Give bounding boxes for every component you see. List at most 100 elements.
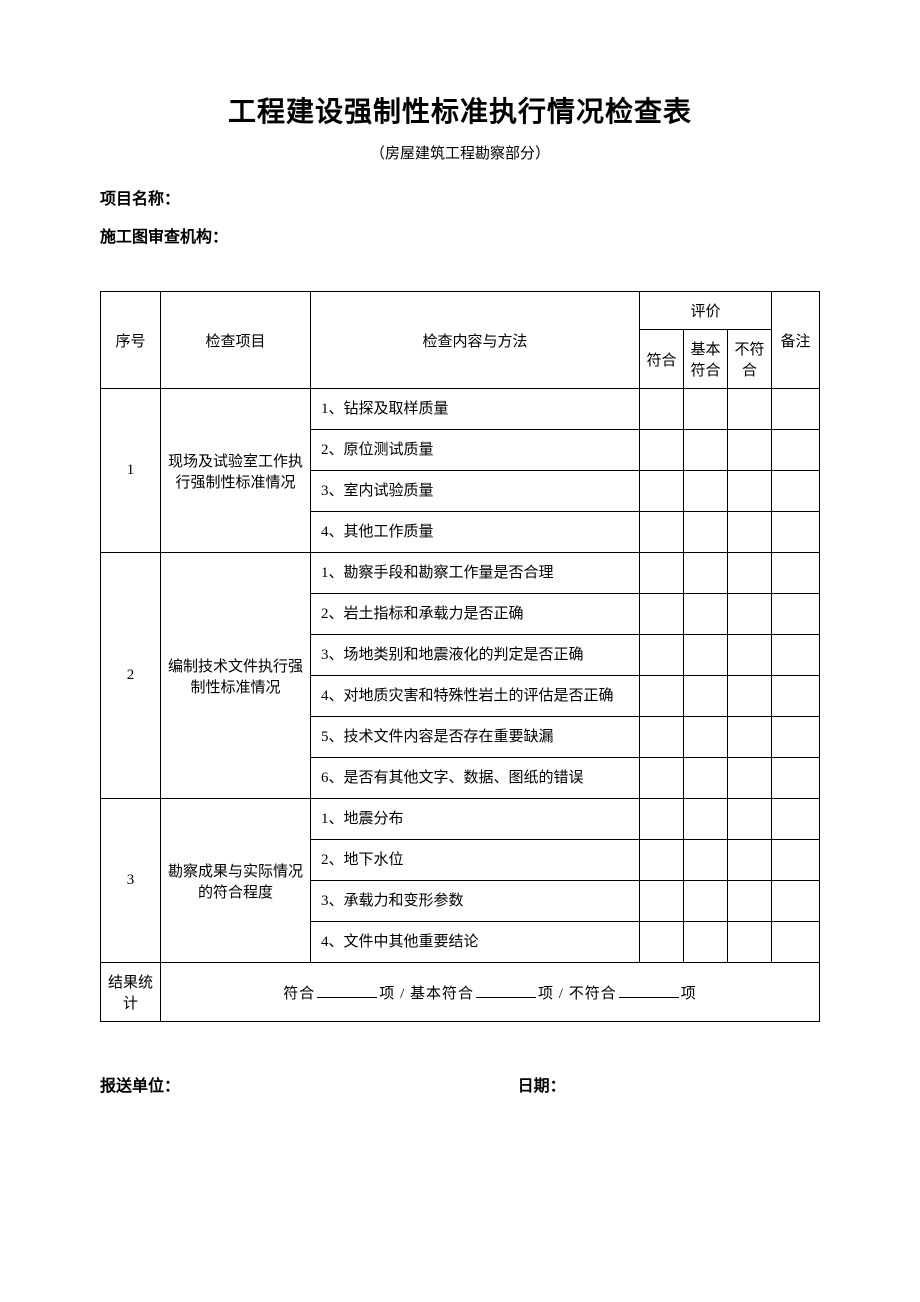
- cell-eval-fail: [727, 717, 771, 758]
- cell-eval-basic: [683, 799, 727, 840]
- cell-eval-pass: [639, 430, 683, 471]
- cell-eval-basic: [683, 553, 727, 594]
- cell-content: 4、其他工作质量: [311, 512, 640, 553]
- cell-eval-fail: [727, 430, 771, 471]
- th-remark: 备注: [772, 292, 820, 389]
- cell-eval-pass: [639, 594, 683, 635]
- cell-remark: [772, 512, 820, 553]
- cell-eval-basic: [683, 635, 727, 676]
- page-title: 工程建设强制性标准执行情况检查表: [100, 90, 820, 130]
- header-row-1: 序号 检查项目 检查内容与方法 评价 备注: [101, 292, 820, 330]
- cell-content: 4、对地质灾害和特殊性岩土的评估是否正确: [311, 676, 640, 717]
- cell-eval-pass: [639, 676, 683, 717]
- cell-eval-basic: [683, 758, 727, 799]
- summary-pass-label: 符合: [283, 986, 315, 1002]
- th-item: 检查项目: [161, 292, 311, 389]
- footer: 报送单位： 日期：: [100, 1072, 820, 1096]
- cell-eval-fail: [727, 881, 771, 922]
- summary-fail-unit: 项: [681, 986, 697, 1002]
- cell-eval-pass: [639, 799, 683, 840]
- table-row: 2 编制技术文件执行强制性标准情况 1、勘察手段和勘察工作量是否合理: [101, 553, 820, 594]
- cell-content: 1、钻探及取样质量: [311, 389, 640, 430]
- inspection-table: 序号 检查项目 检查内容与方法 评价 备注 符合 基本符合 不符合 1 现场及试…: [100, 291, 820, 1022]
- cell-content: 5、技术文件内容是否存在重要缺漏: [311, 717, 640, 758]
- th-eval-pass: 符合: [639, 330, 683, 389]
- cell-content: 3、承载力和变形参数: [311, 881, 640, 922]
- cell-remark: [772, 717, 820, 758]
- cell-content: 2、原位测试质量: [311, 430, 640, 471]
- cell-content: 3、场地类别和地震液化的判定是否正确: [311, 635, 640, 676]
- cell-content: 1、勘察手段和勘察工作量是否合理: [311, 553, 640, 594]
- summary-basic-unit: 项: [538, 986, 554, 1002]
- cell-content: 2、岩土指标和承载力是否正确: [311, 594, 640, 635]
- cell-eval-basic: [683, 676, 727, 717]
- th-eval-basic: 基本符合: [683, 330, 727, 389]
- cell-eval-pass: [639, 758, 683, 799]
- cell-eval-fail: [727, 553, 771, 594]
- cell-item: 现场及试验室工作执行强制性标准情况: [161, 389, 311, 553]
- cell-seq: 1: [101, 389, 161, 553]
- cell-eval-pass: [639, 512, 683, 553]
- cell-remark: [772, 840, 820, 881]
- cell-eval-fail: [727, 635, 771, 676]
- cell-seq: 2: [101, 553, 161, 799]
- cell-eval-fail: [727, 676, 771, 717]
- summary-basic-blank: [476, 983, 536, 998]
- cell-eval-fail: [727, 594, 771, 635]
- cell-eval-pass: [639, 635, 683, 676]
- cell-eval-pass: [639, 389, 683, 430]
- cell-eval-pass: [639, 553, 683, 594]
- cell-remark: [772, 553, 820, 594]
- cell-content: 1、地震分布: [311, 799, 640, 840]
- cell-eval-fail: [727, 471, 771, 512]
- cell-eval-pass: [639, 471, 683, 512]
- table-body: 1 现场及试验室工作执行强制性标准情况 1、钻探及取样质量 2、原位测试质量 3…: [101, 389, 820, 1022]
- summary-pass-blank: [317, 983, 377, 998]
- project-name-field: 项目名称：: [100, 185, 820, 209]
- footer-date: 日期：: [518, 1072, 820, 1096]
- cell-remark: [772, 635, 820, 676]
- table-row: 1 现场及试验室工作执行强制性标准情况 1、钻探及取样质量: [101, 389, 820, 430]
- th-eval-group: 评价: [639, 292, 771, 330]
- summary-fail-blank: [619, 983, 679, 998]
- cell-eval-fail: [727, 840, 771, 881]
- cell-eval-fail: [727, 922, 771, 963]
- cell-eval-fail: [727, 758, 771, 799]
- cell-eval-basic: [683, 881, 727, 922]
- cell-content: 4、文件中其他重要结论: [311, 922, 640, 963]
- cell-eval-basic: [683, 389, 727, 430]
- cell-eval-pass: [639, 881, 683, 922]
- cell-eval-basic: [683, 430, 727, 471]
- cell-remark: [772, 430, 820, 471]
- cell-eval-basic: [683, 922, 727, 963]
- summary-label: 结果统计: [101, 963, 161, 1022]
- cell-remark: [772, 676, 820, 717]
- cell-eval-basic: [683, 594, 727, 635]
- review-agency-field: 施工图审查机构：: [100, 223, 820, 247]
- cell-eval-pass: [639, 840, 683, 881]
- cell-eval-fail: [727, 389, 771, 430]
- summary-basic-label: 基本符合: [410, 986, 474, 1002]
- summary-pass-unit: 项: [379, 986, 395, 1002]
- cell-content: 3、室内试验质量: [311, 471, 640, 512]
- cell-remark: [772, 594, 820, 635]
- cell-content: 6、是否有其他文字、数据、图纸的错误: [311, 758, 640, 799]
- cell-eval-basic: [683, 512, 727, 553]
- cell-seq: 3: [101, 799, 161, 963]
- cell-item: 勘察成果与实际情况的符合程度: [161, 799, 311, 963]
- cell-remark: [772, 799, 820, 840]
- th-seq: 序号: [101, 292, 161, 389]
- footer-submit-unit: 报送单位：: [100, 1072, 518, 1096]
- cell-remark: [772, 389, 820, 430]
- summary-row: 结果统计 符合项 / 基本符合项 / 不符合项: [101, 963, 820, 1022]
- table-row: 3 勘察成果与实际情况的符合程度 1、地震分布: [101, 799, 820, 840]
- cell-content: 2、地下水位: [311, 840, 640, 881]
- cell-eval-basic: [683, 717, 727, 758]
- cell-remark: [772, 881, 820, 922]
- cell-eval-fail: [727, 799, 771, 840]
- cell-remark: [772, 922, 820, 963]
- summary-sep-2: /: [559, 986, 569, 1002]
- cell-eval-fail: [727, 512, 771, 553]
- cell-eval-pass: [639, 717, 683, 758]
- th-content: 检查内容与方法: [311, 292, 640, 389]
